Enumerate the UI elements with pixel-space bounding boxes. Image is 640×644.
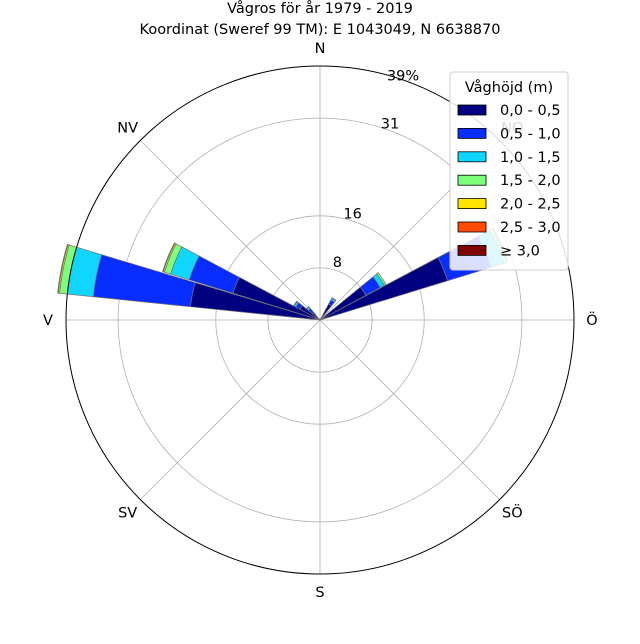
legend-swatch (457, 244, 487, 256)
direction-label: Ö (586, 311, 597, 329)
direction-label: SV (118, 505, 137, 521)
legend-swatch (457, 127, 487, 139)
legend-label: 1,5 - 2,0 (500, 173, 561, 189)
legend-swatch (457, 151, 487, 163)
direction-label: NV (117, 121, 138, 137)
legend-items: 0,0 - 0,5 0,5 - 1,0 1,0 - 1,5 1,5 - 2,0 2,0 … (457, 103, 561, 259)
bar-segment (305, 305, 310, 310)
legend-title: Våghöjd (m) (465, 79, 553, 96)
direction-label: V (43, 313, 53, 329)
legend-label: ≥ 3,0 (500, 243, 540, 259)
legend-frame (449, 71, 569, 271)
legend-swatch (457, 198, 487, 210)
bar-segment (376, 272, 387, 286)
legend-label: 0,0 - 0,5 (500, 103, 561, 119)
polar-grid (66, 66, 574, 574)
grid-spoke (140, 319, 321, 500)
legend-label: 1,0 - 1,5 (500, 150, 561, 166)
bar-segment (331, 297, 337, 302)
direction-label: N (315, 41, 326, 57)
legend-swatch (457, 104, 487, 116)
grid-spoke (140, 140, 321, 321)
radial-tick-label: 8 (333, 255, 342, 271)
radial-tick-label: 31 (381, 116, 399, 132)
legend: Våghöjd (m) 0,0 - 0,5 0,5 - 1,0 1,0 - 1,5 1… (449, 71, 569, 271)
polar-frame (65, 65, 575, 575)
direction-label: SÖ (502, 503, 523, 521)
legend-label: 0,5 - 1,0 (500, 126, 561, 142)
legend-swatch (457, 174, 487, 186)
legend-label: 2,5 - 3,0 (500, 220, 561, 236)
direction-label: S (315, 585, 324, 601)
legend-label: 2,0 - 2,5 (500, 197, 561, 213)
chart-subtitle: Koordinat (Sweref 99 TM): E 1043049, N 6… (140, 22, 501, 38)
legend-swatch (457, 221, 487, 233)
chart-title: Vågros för år 1979 - 2019 (227, 0, 413, 17)
grid-spoke (319, 319, 500, 500)
bar-segment (293, 300, 298, 307)
radial-tick-label: 16 (343, 207, 361, 223)
radial-tick-label: 39% (387, 68, 419, 84)
bar-segment (162, 242, 176, 273)
windrose-bars (57, 227, 508, 321)
radial-tick-labels: 8 16 31 39% (333, 68, 419, 271)
bar-segment (57, 243, 69, 294)
